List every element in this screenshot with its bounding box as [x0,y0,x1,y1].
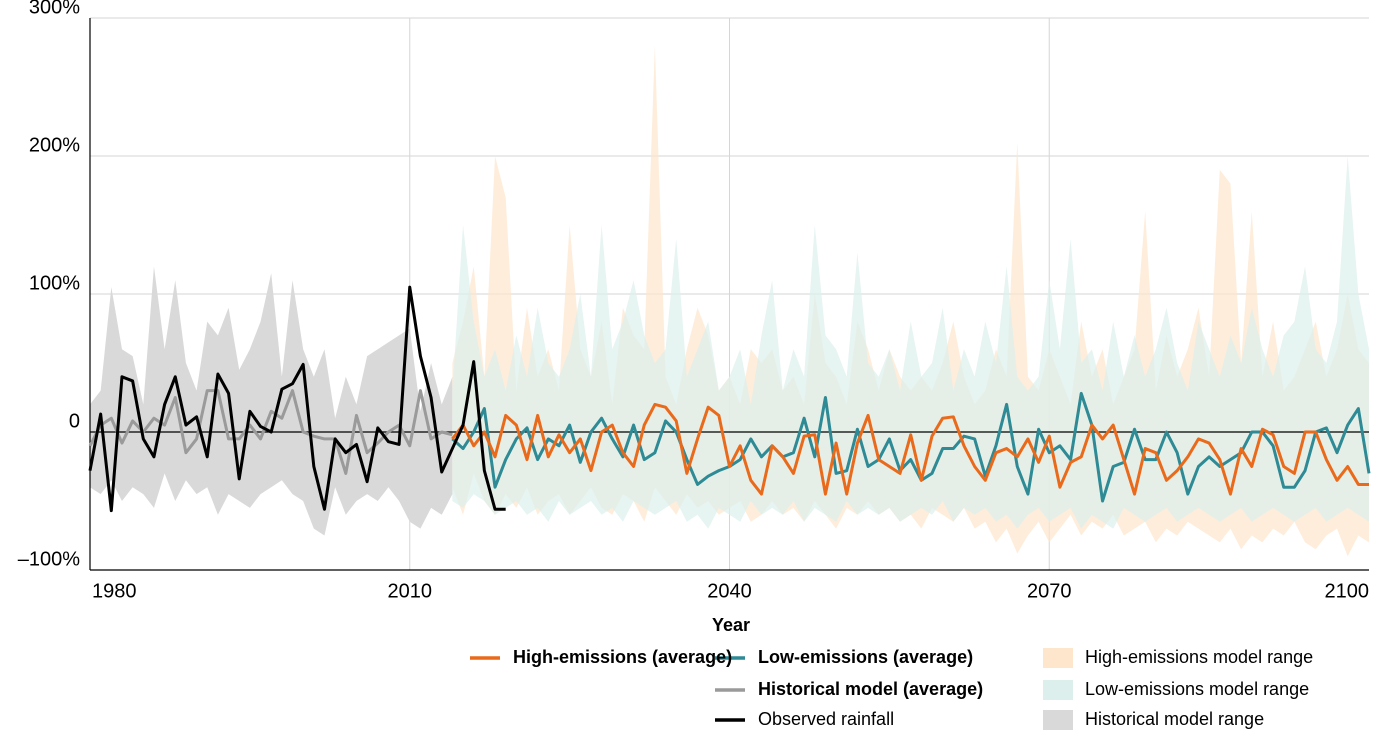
y-tick-label: 200% [29,134,80,156]
x-tick-label: 2070 [1027,580,1072,602]
line [88,285,506,513]
line [88,389,453,475]
legend-swatch [1043,680,1073,700]
legend-swatch [1043,648,1073,668]
y-tick-label: 0 [69,410,80,432]
legend-label: Low-emissions (average) [758,647,973,667]
line [451,402,1369,496]
legend-label: Observed rainfall [758,709,894,729]
x-tick-label: 2010 [388,580,433,602]
line [451,391,1371,503]
y-tick-label: 300% [29,0,80,18]
legend-label: Historical model range [1085,709,1264,729]
legend-label: High-emissions model range [1085,647,1313,667]
y-tick-label: –100% [18,548,80,570]
legend-label: Low-emissions model range [1085,679,1309,699]
x-tick-label: 2100 [1325,580,1370,602]
x-tick-label: 2040 [707,580,752,602]
x-axis-label: Year [712,615,750,635]
legend-label: High-emissions (average) [513,647,732,667]
x-tick-label: 1980 [92,580,137,602]
y-tick-label: 100% [29,272,80,294]
range-area [90,266,453,536]
legend-label: Historical model (average) [758,679,983,699]
legend-swatch [1043,710,1073,730]
range-area [452,156,1370,529]
